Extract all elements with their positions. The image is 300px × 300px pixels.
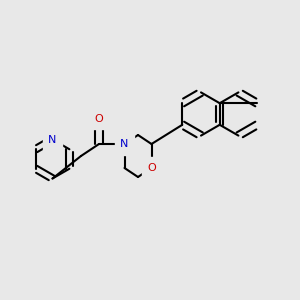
Text: O: O xyxy=(147,163,156,173)
Text: N: N xyxy=(120,139,129,149)
Text: O: O xyxy=(94,113,103,124)
Text: N: N xyxy=(48,134,57,145)
